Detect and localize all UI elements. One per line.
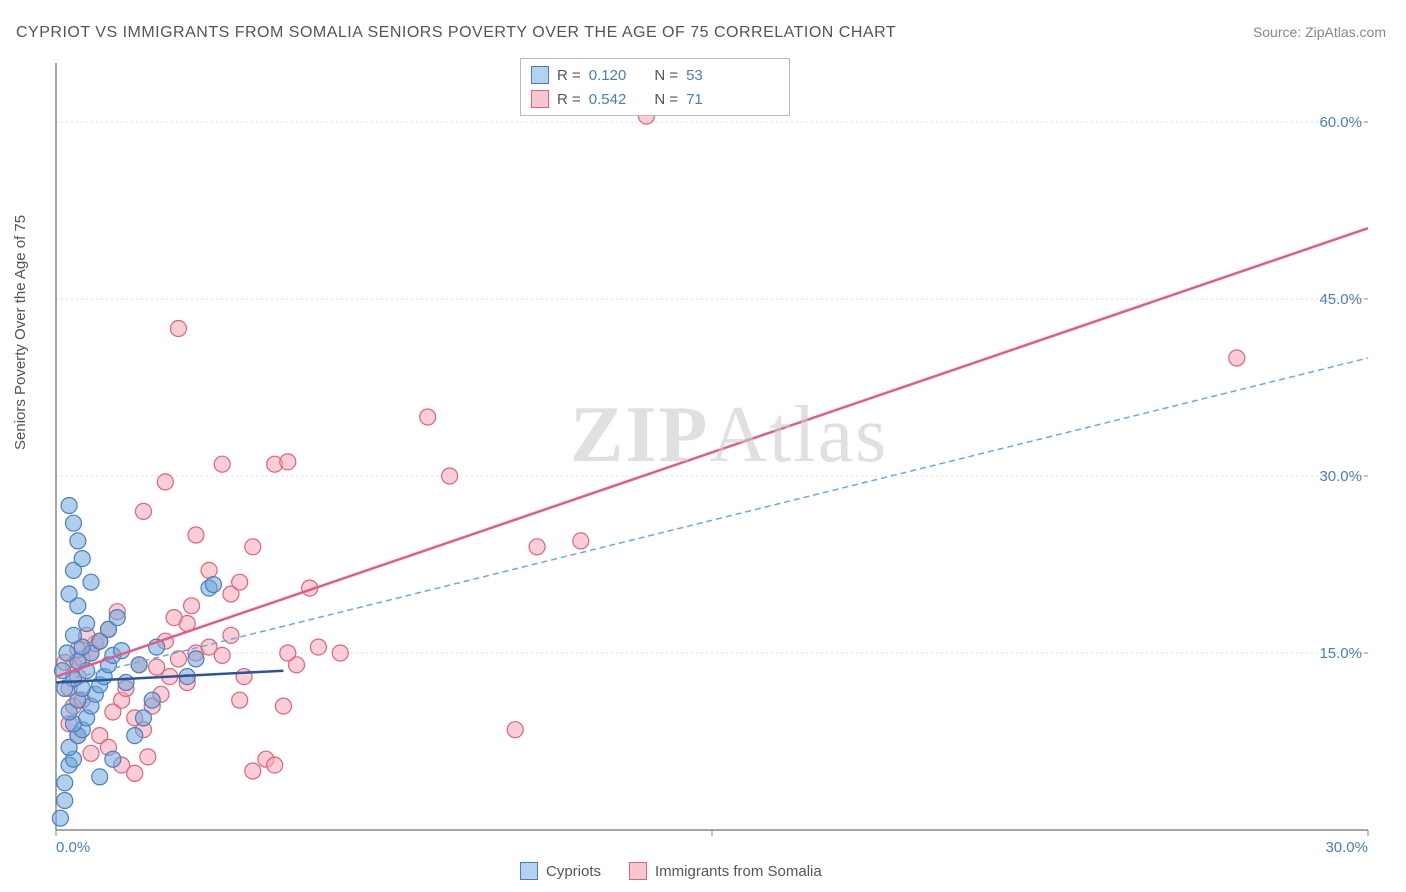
svg-text:0.0%: 0.0% <box>56 839 90 856</box>
r-label: R = <box>557 67 581 84</box>
r-value: 0.542 <box>589 91 627 108</box>
swatch-blue-icon <box>531 66 549 84</box>
svg-text:15.0%: 15.0% <box>1319 645 1362 662</box>
y-axis-label: Seniors Poverty Over the Age of 75 <box>12 215 29 450</box>
n-value: 71 <box>686 91 703 108</box>
scatter-plot: 15.0% 30.0% 45.0% 60.0% 0.0% 30.0% <box>48 55 1388 875</box>
swatch-pink-icon <box>629 862 647 880</box>
r-value: 0.120 <box>589 67 627 84</box>
source-attribution: Source: ZipAtlas.com <box>1253 24 1386 40</box>
legend-item: Cypriots <box>520 862 601 880</box>
swatch-pink-icon <box>531 90 549 108</box>
r-label: R = <box>557 91 581 108</box>
svg-text:30.0%: 30.0% <box>1325 839 1368 856</box>
svg-text:60.0%: 60.0% <box>1319 114 1362 131</box>
swatch-blue-icon <box>520 862 538 880</box>
legend-row: R = 0.120 N = 53 <box>531 63 779 87</box>
n-label: N = <box>654 91 678 108</box>
n-label: N = <box>654 67 678 84</box>
legend-label: Immigrants from Somalia <box>655 863 822 880</box>
correlation-legend: R = 0.120 N = 53 R = 0.542 N = 71 <box>520 58 790 116</box>
n-value: 53 <box>686 67 703 84</box>
legend-row: R = 0.542 N = 71 <box>531 87 779 111</box>
chart-container: CYPRIOT VS IMMIGRANTS FROM SOMALIA SENIO… <box>0 0 1406 892</box>
series-legend: Cypriots Immigrants from Somalia <box>520 862 822 880</box>
legend-item: Immigrants from Somalia <box>629 862 822 880</box>
legend-label: Cypriots <box>546 863 601 880</box>
chart-title: CYPRIOT VS IMMIGRANTS FROM SOMALIA SENIO… <box>16 24 896 42</box>
svg-text:30.0%: 30.0% <box>1319 468 1362 485</box>
svg-text:45.0%: 45.0% <box>1319 291 1362 308</box>
